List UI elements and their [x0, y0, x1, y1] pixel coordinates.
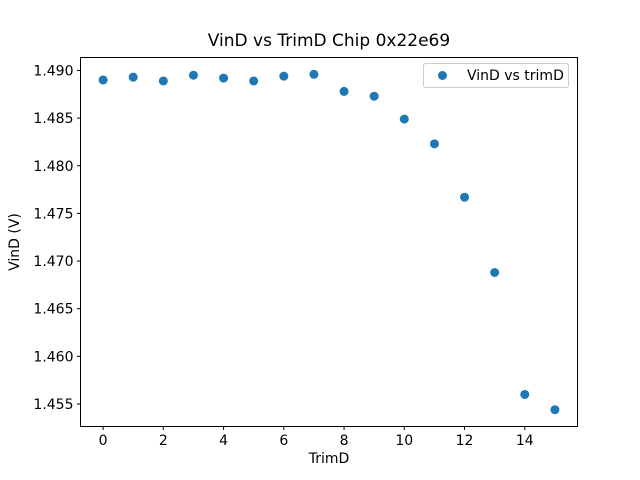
scatter-point: [369, 91, 379, 101]
axes-spines: [80, 57, 578, 427]
scatter-point: [309, 69, 319, 79]
scatter-point: [399, 114, 409, 124]
x-tick-label: 6: [279, 433, 288, 449]
y-tick-label: 1.485: [33, 111, 73, 127]
legend: VinD vs trimD: [423, 63, 569, 88]
scatter-point: [128, 72, 138, 82]
x-tick-label: 4: [219, 433, 228, 449]
x-tick-label: 2: [159, 433, 168, 449]
scatter-point: [550, 405, 560, 415]
legend-label: VinD vs trimD: [467, 67, 564, 84]
scatter-point: [339, 86, 349, 96]
x-tick-label: 14: [516, 433, 534, 449]
scatter-point: [158, 76, 168, 86]
y-tick-label: 1.470: [33, 254, 73, 270]
scatter-point: [249, 76, 259, 86]
y-tick-label: 1.455: [33, 397, 73, 413]
scatter-point: [490, 267, 500, 277]
x-axis-label: TrimD: [308, 451, 350, 467]
chart-title: VinD vs TrimD Chip 0x22e69: [207, 31, 451, 51]
x-tick-label: 12: [456, 433, 474, 449]
scatter-point: [219, 73, 229, 83]
legend-marker-icon: [438, 71, 447, 80]
y-tick-label: 1.460: [33, 349, 73, 365]
y-tick-label: 1.465: [33, 302, 73, 318]
y-tick-label: 1.475: [33, 206, 73, 222]
scatter-point: [188, 70, 198, 80]
x-tick-label: 8: [340, 433, 349, 449]
x-tick-label: 10: [395, 433, 413, 449]
scatter-point: [460, 192, 470, 202]
y-tick-label: 1.490: [33, 63, 73, 79]
scatter-point: [429, 139, 439, 149]
x-tick-label: 0: [99, 433, 108, 449]
scatter-point: [520, 389, 530, 399]
scatter-point: [98, 75, 108, 85]
scatter-point: [279, 71, 289, 81]
y-tick-label: 1.480: [33, 159, 73, 175]
